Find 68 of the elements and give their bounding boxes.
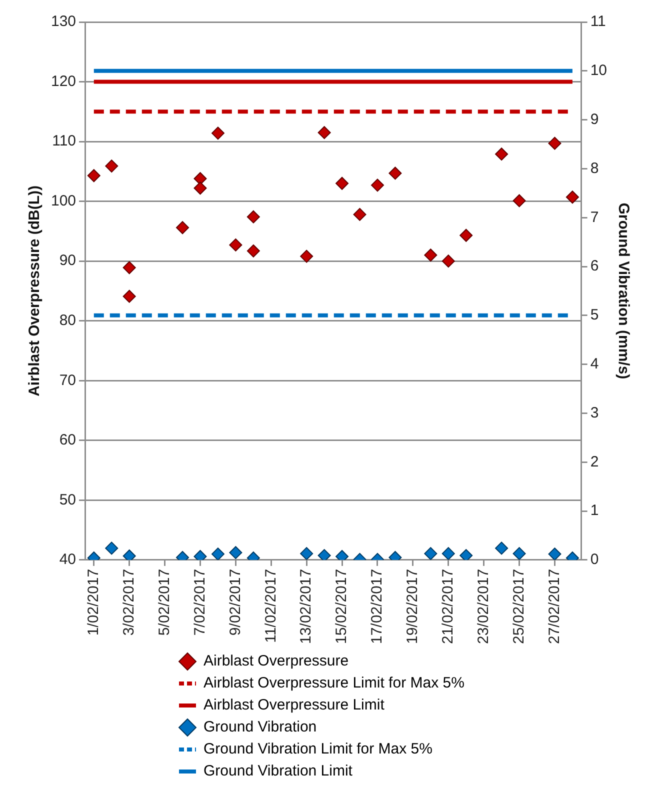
point — [176, 221, 190, 234]
y2-tick-label: 5 — [590, 306, 599, 324]
y-tick-label: 80 — [59, 312, 76, 329]
y-tick-label: 90 — [59, 252, 76, 270]
point — [495, 148, 508, 161]
y2-tick-label: 8 — [590, 160, 599, 177]
point — [442, 254, 455, 268]
point — [370, 178, 384, 192]
point — [460, 228, 473, 242]
legend-label: Ground Vibration Limit for Max 5% — [204, 740, 432, 758]
point — [122, 261, 136, 274]
x-tick-label: 9/02/2017 — [226, 568, 244, 636]
point — [122, 290, 136, 303]
point — [246, 210, 260, 224]
x-tick-label: 3/02/2017 — [120, 568, 138, 636]
y-tick-label: 110 — [52, 132, 76, 150]
x-tick-label: 25/02/2017 — [510, 568, 528, 644]
legend-label: Ground Vibration — [204, 718, 317, 736]
point — [105, 160, 118, 173]
y2-tick-label: 3 — [590, 404, 599, 422]
point — [229, 238, 242, 252]
point — [566, 190, 579, 204]
x-tick-label: 1/02/2017 — [85, 568, 102, 636]
y2-tick-label: 1 — [590, 502, 599, 520]
y2-tick-label: 9 — [590, 110, 599, 128]
point — [87, 169, 100, 182]
x-tick-label: 15/02/2017 — [333, 568, 350, 644]
y2-tick-label: 6 — [590, 258, 599, 275]
legend-label: Airblast Overpressure Limit — [204, 696, 386, 714]
legend-label: Airblast Overpressure — [204, 652, 349, 670]
y2-tick-label: 7 — [590, 208, 599, 226]
y-tick-label: 50 — [59, 491, 76, 508]
y2-axis-title: Ground Vibration (mm/s) — [614, 202, 632, 380]
x-tick-label: 23/02/2017 — [474, 568, 492, 644]
point — [353, 208, 366, 221]
x-tick-label: 13/02/2017 — [298, 568, 315, 644]
y-axis-title: Airblast Overpressure (dB(L)) — [26, 186, 44, 396]
point — [194, 182, 207, 195]
y-tick-label: 130 — [50, 13, 76, 30]
x-tick-label: 21/02/2017 — [440, 568, 457, 644]
y2-tick-label: 4 — [590, 355, 599, 372]
legend-label: Ground Vibration Limit — [204, 762, 354, 780]
point — [194, 172, 207, 186]
point — [424, 248, 438, 262]
x-tick-label: 19/02/2017 — [404, 568, 422, 644]
y-tick-label: 40 — [59, 551, 76, 568]
point — [211, 126, 224, 140]
point — [548, 136, 562, 150]
point — [246, 244, 260, 258]
point — [336, 176, 349, 190]
point — [388, 166, 402, 180]
x-tick-label: 11/02/2017 — [262, 568, 280, 643]
x-tick-label: 5/02/2017 — [156, 568, 173, 636]
point — [512, 194, 526, 208]
x-tick-label: 7/02/2017 — [191, 568, 208, 636]
y-tick-label: 100 — [50, 192, 76, 210]
y-tick-label: 70 — [59, 372, 76, 389]
x-tick-label: 27/02/2017 — [546, 568, 563, 644]
y2-tick-label: 10 — [590, 62, 608, 80]
point — [300, 250, 314, 263]
y2-tick-label: 2 — [590, 453, 599, 470]
x-tick-label: 17/02/2017 — [368, 568, 386, 644]
y2-tick-label: 0 — [590, 551, 599, 568]
y-tick-label: 120 — [50, 72, 76, 90]
legend-label: Airblast Overpressure Limit for Max 5% — [204, 674, 464, 692]
y-tick-label: 60 — [59, 432, 76, 449]
point — [318, 126, 331, 140]
y2-tick-label: 11 — [590, 13, 606, 30]
